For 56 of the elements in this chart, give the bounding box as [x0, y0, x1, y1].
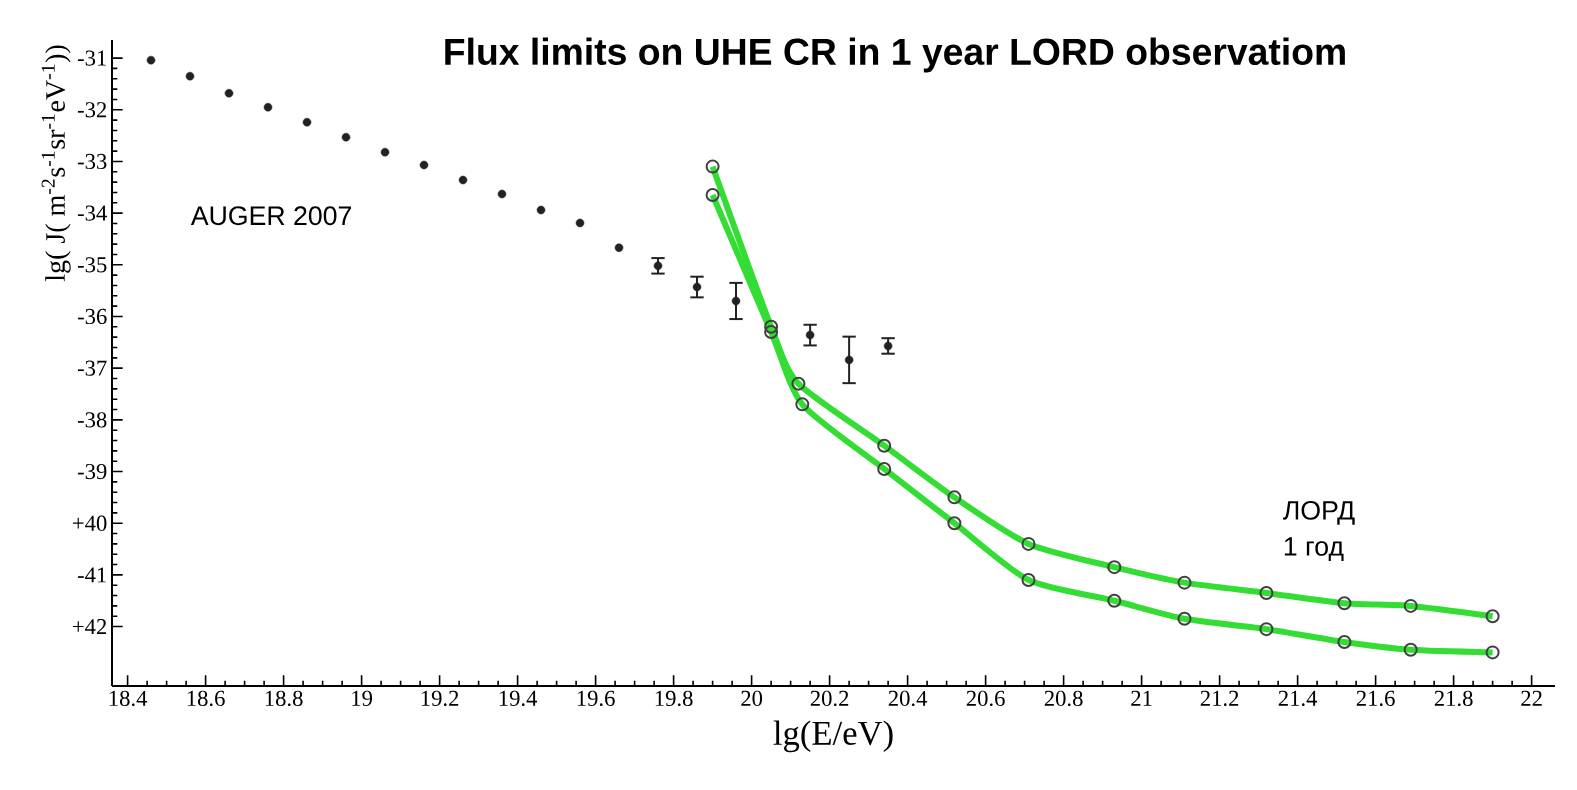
text: lg( J( m$^{-2}$s$^{-1}$sr$^{-1}$eV$^{-1}$)): [41, 45, 71, 282]
point: [536, 205, 546, 215]
point: [263, 102, 273, 112]
x-axis-title: lg(E/eV): [773, 720, 893, 753]
point: [575, 218, 585, 228]
x-tick-label: 18.8: [265, 690, 303, 707]
y-tick-label: -31: [77, 50, 106, 66]
y-tick-label: -41: [77, 567, 106, 583]
y-tick-label: -39: [77, 463, 107, 480]
y-tick-label: -36: [77, 308, 107, 325]
point: [497, 189, 507, 199]
y-tick-label: -33: [77, 153, 107, 170]
point: [883, 341, 893, 351]
x-tick-label: 20.2: [810, 690, 849, 707]
y-tick-label: -38: [77, 412, 107, 428]
x-tick-label: 21.8: [1434, 690, 1473, 707]
annotation: AUGER 2007: [190, 206, 351, 226]
point: [458, 175, 468, 185]
x-tick-label: 19.2: [421, 690, 459, 707]
point: [653, 261, 663, 271]
x-tick-label: 20.8: [1044, 690, 1083, 707]
y-tick-label: -35: [77, 257, 107, 273]
y-tick-label: +40: [72, 515, 107, 531]
point: [805, 330, 815, 340]
x-tick-label: 21.4: [1278, 690, 1318, 707]
x-tick-label: 20.4: [888, 690, 928, 707]
x-tick-label: 20.6: [966, 690, 1005, 707]
point: [844, 355, 854, 365]
x-tick-label: 18.6: [187, 690, 225, 707]
x-tick-label: 20: [741, 690, 763, 707]
x-tick-label: 19: [352, 690, 373, 706]
point: [692, 282, 702, 292]
annotation: ЛОРД: [1283, 500, 1355, 525]
x-tick-label: 18.4: [109, 690, 148, 707]
chart-title: Flux limits on UHE CR in 1 year LORD observatiom: [445, 37, 1345, 73]
x-tick-label: 22: [1521, 690, 1542, 706]
annotation: 1 год: [1284, 537, 1344, 561]
y-tick-label: -37: [77, 360, 107, 376]
point: [302, 117, 312, 127]
y-tick-label: -34: [77, 205, 107, 221]
point: [224, 88, 234, 98]
y-tick-label: +42: [72, 619, 107, 635]
point: [185, 71, 195, 81]
point: [614, 243, 624, 253]
point: [146, 55, 156, 65]
x-tick-label: 21.6: [1356, 690, 1395, 707]
x-tick-label: 19.6: [577, 690, 615, 707]
x-tick-label: 21.2: [1200, 690, 1239, 707]
x-tick-label: 19.8: [655, 690, 693, 707]
point: [341, 132, 351, 142]
point: [731, 296, 741, 306]
x-tick-label: 21: [1131, 690, 1152, 706]
point: [380, 147, 390, 157]
x-tick-label: 19.4: [499, 690, 538, 707]
point: [419, 160, 429, 170]
y-tick-label: -32: [77, 102, 107, 118]
